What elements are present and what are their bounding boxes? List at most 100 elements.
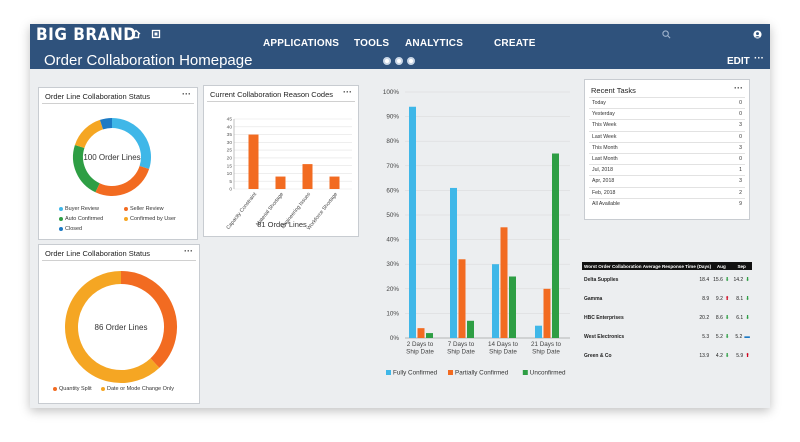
task-period: Jul, 2018: [589, 165, 713, 176]
y-tick-label: 0%: [390, 335, 400, 342]
bar[interactable]: [535, 326, 542, 338]
x-tick-label: 2 Days to: [407, 341, 434, 348]
sep-value: 8.1: [736, 296, 743, 302]
trend-down-icon: ⬇: [745, 277, 750, 283]
aug-cell: 9.2 ⬆: [711, 289, 731, 308]
sep-value: 5.2: [735, 334, 742, 340]
table-row[interactable]: Jul, 2018 1: [589, 165, 745, 176]
y-tick-label: 10%: [386, 310, 399, 317]
table-row[interactable]: All Available 9: [589, 198, 745, 209]
table-row[interactable]: This Week 3: [589, 120, 745, 131]
trend-down-icon: ⬇: [725, 353, 730, 359]
aug-value: 5.2: [716, 334, 723, 340]
bar[interactable]: [492, 264, 499, 338]
table-row[interactable]: Last Week 0: [589, 131, 745, 142]
jul-value: 8.9: [681, 289, 712, 308]
task-count: 2: [713, 187, 745, 198]
y-tick-label: 70%: [386, 163, 399, 170]
task-period: This Week: [589, 120, 713, 131]
column-header: Sep: [731, 262, 751, 270]
table-row[interactable]: Gamma 8.9 9.2 ⬆ 8.1 ⬇: [582, 289, 752, 308]
response-time-table: Worst Order Collaboration Average Respon…: [582, 262, 752, 365]
sep-cell: 6.1 ⬇: [731, 308, 751, 327]
task-count: 9: [713, 198, 745, 209]
bar[interactable]: [450, 188, 457, 338]
table-header-row: Worst Order Collaboration Average Respon…: [582, 262, 752, 270]
y-tick-label: 20%: [386, 286, 399, 293]
table-row[interactable]: Yesterday 0: [589, 109, 745, 120]
task-period: Last Week: [589, 131, 713, 142]
x-tick-label: 21 Days to: [531, 341, 562, 348]
table-row[interactable]: Apr, 2018 3: [589, 176, 745, 187]
bar[interactable]: [418, 328, 425, 338]
app-window: BIG BRAND APPLICATIONS TOOLS ANALYTICS C…: [30, 24, 770, 408]
bar[interactable]: [509, 277, 516, 339]
panel-title: Recent Tasks: [591, 86, 636, 95]
jul-value: 20.2: [681, 308, 712, 327]
trend-flat-icon: ▬: [744, 334, 750, 340]
table-row[interactable]: West Electronics 5.3 5.2 ⬇ 5.2 ▬: [582, 327, 752, 346]
bar[interactable]: [459, 259, 466, 338]
table-row[interactable]: HBC Enterprises 20.2 8.6 ⬇ 6.1 ⬇: [582, 308, 752, 327]
task-count: 3: [713, 142, 745, 153]
panel-more-button[interactable]: ···: [734, 83, 743, 93]
bar[interactable]: [501, 227, 508, 338]
y-tick-label: 60%: [386, 187, 399, 194]
aug-cell: 5.2 ⬇: [711, 327, 731, 346]
task-count: 3: [713, 120, 745, 131]
aug-value: 8.6: [716, 315, 723, 321]
trend-down-icon: ⬇: [725, 315, 730, 321]
bar[interactable]: [467, 321, 474, 338]
task-period: Apr, 2018: [589, 176, 713, 187]
table-row[interactable]: Green & Co 13.9 4.2 ⬇ 5.9 ⬆: [582, 346, 752, 365]
task-period: All Available: [589, 198, 713, 209]
task-period: Today: [589, 98, 713, 109]
task-period: This Month: [589, 142, 713, 153]
bar[interactable]: [409, 107, 416, 338]
bar[interactable]: [552, 154, 559, 339]
aug-cell: 15.6 ⬇: [711, 270, 731, 289]
table-row[interactable]: Feb, 2018 2: [589, 187, 745, 198]
supplier-name: Delta Supplies: [582, 270, 681, 289]
task-count: 0: [713, 98, 745, 109]
jul-value: 5.3: [681, 327, 712, 346]
task-period: Feb, 2018: [589, 187, 713, 198]
trend-down-icon: ⬇: [725, 277, 730, 283]
table-row[interactable]: Today 0: [589, 98, 745, 109]
bar[interactable]: [544, 289, 551, 338]
task-period: Yesterday: [589, 109, 713, 120]
recent-tasks-panel: Recent Tasks ··· Today 0 Yesterday 0 This We…: [584, 79, 750, 220]
y-tick-label: 100%: [383, 89, 400, 96]
column-header: Aug: [711, 262, 731, 270]
x-tick-label: 7 Days to: [448, 341, 475, 348]
y-tick-label: 30%: [386, 261, 399, 268]
trend-up-icon: ⬆: [745, 353, 750, 359]
table-row[interactable]: Delta Supplies 18.4 15.6 ⬇ 14.2 ⬇: [582, 270, 752, 289]
legend-swatch: [523, 370, 528, 375]
legend-label: Partially Confirmed: [455, 370, 509, 377]
x-tick-label: 14 Days to: [488, 341, 519, 348]
aug-value: 4.2: [716, 353, 723, 359]
supplier-name: HBC Enterprises: [582, 308, 681, 327]
y-tick-label: 90%: [386, 114, 399, 121]
supplier-name: West Electronics: [582, 327, 681, 346]
legend-label: Unconfirmed: [530, 370, 566, 377]
sep-cell: 5.9 ⬆: [731, 346, 751, 365]
jul-value: 18.4: [681, 270, 712, 289]
sep-cell: 5.2 ▬: [731, 327, 751, 346]
supplier-name: Gamma: [582, 289, 681, 308]
recent-tasks-table: Today 0 Yesterday 0 This Week 3 Last Week 0 This…: [589, 97, 745, 209]
trend-down-icon: ⬇: [725, 334, 730, 340]
sep-value: 6.1: [736, 315, 743, 321]
sep-value: 14.2: [733, 277, 743, 283]
x-tick-label: Ship Date: [447, 349, 475, 356]
trend-up-icon: ⬆: [725, 296, 730, 302]
sep-cell: 8.1 ⬇: [731, 289, 751, 308]
bar[interactable]: [426, 333, 433, 338]
table-row[interactable]: This Month 3: [589, 142, 745, 153]
y-tick-label: 40%: [386, 237, 399, 244]
table-row[interactable]: Last Month 0: [589, 153, 745, 164]
task-count: 0: [713, 131, 745, 142]
task-count: 3: [713, 176, 745, 187]
x-tick-label: Ship Date: [489, 349, 517, 356]
